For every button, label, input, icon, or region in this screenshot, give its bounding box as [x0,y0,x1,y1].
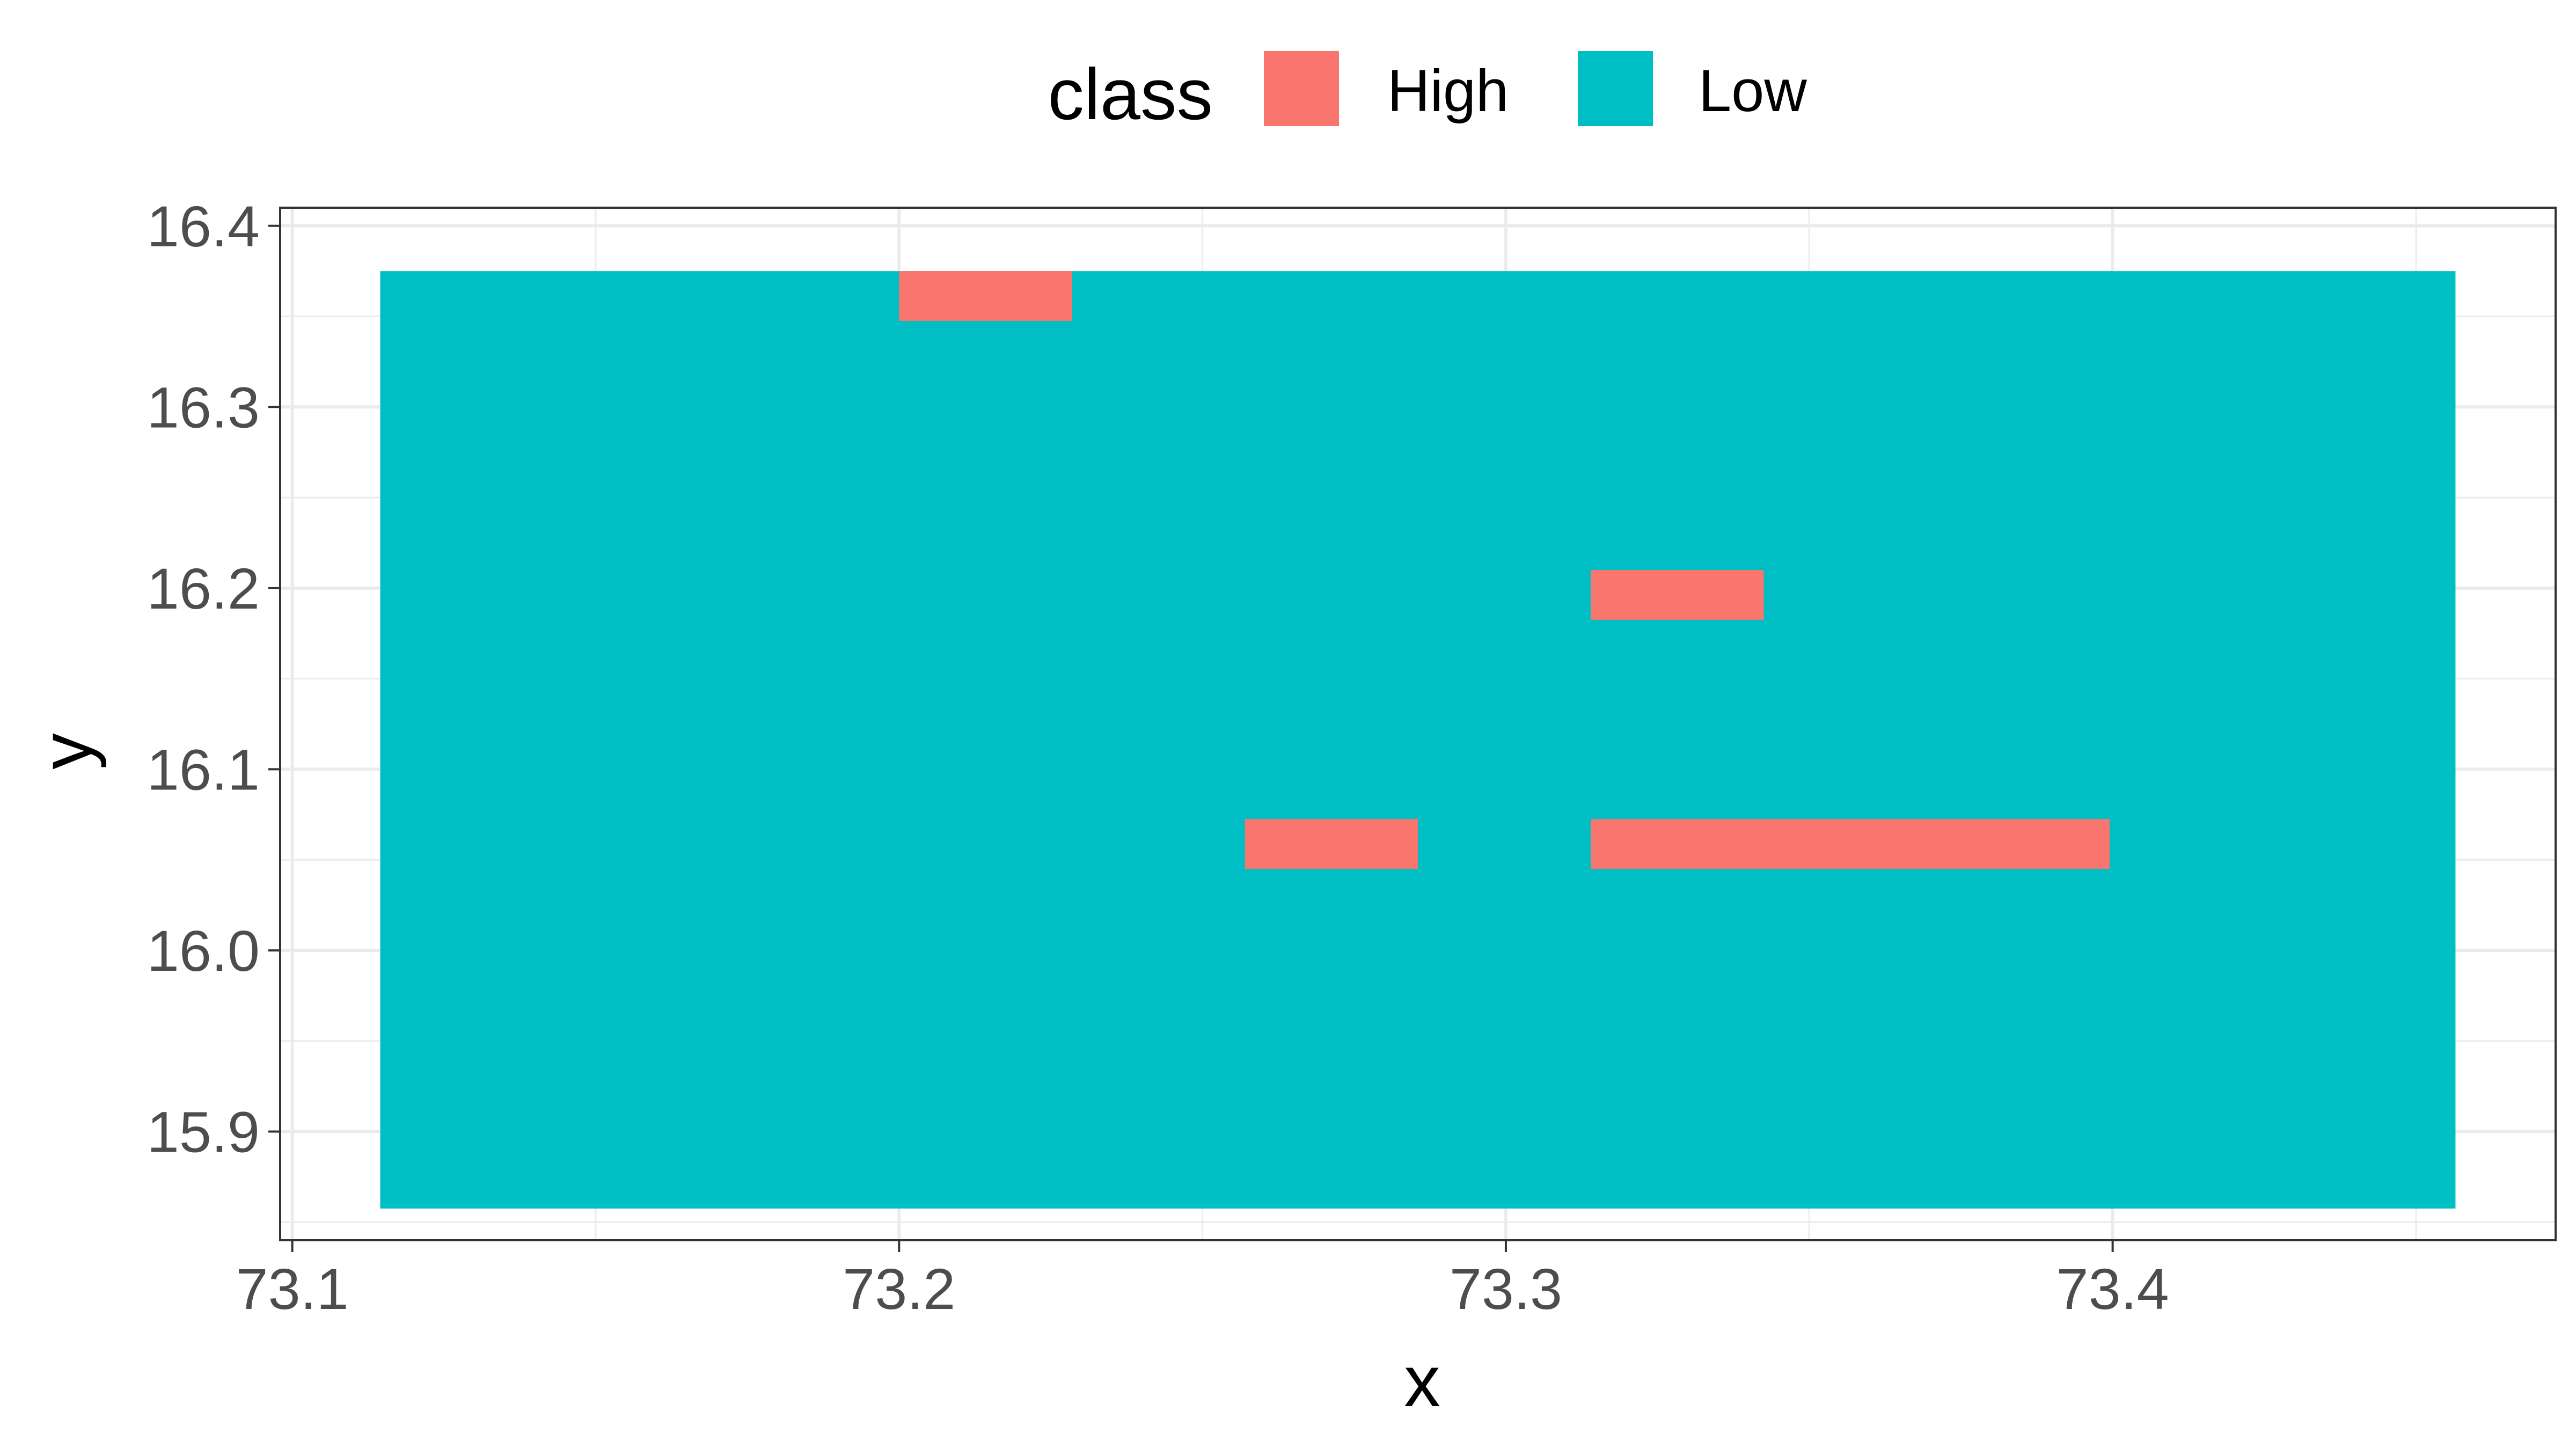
legend-label-low: Low [1699,58,1807,124]
y-axis-title: y [26,733,107,770]
x-tick-label: 73.3 [1450,1256,1562,1321]
y-tick-label: 16.0 [147,918,260,983]
high-class-cell [1245,819,1418,869]
y-tick-label: 16.1 [147,737,260,802]
y-tick-label: 16.3 [147,375,260,440]
y-tick-label: 16.4 [147,194,260,259]
y-axis: 15.9 16.0 16.1 16.2 16.3 16.4 [147,194,280,1164]
plot-panel [279,207,2557,1241]
x-tick-label: 73.1 [236,1256,349,1321]
legend-key-high [1264,51,1339,126]
high-class-cell [1591,819,2110,869]
high-class-cell [1591,570,1764,620]
panel-border [279,207,2557,1241]
x-axis-title: x [1404,1341,1440,1422]
legend-key-low [1578,51,1653,126]
heatmap-cells [380,271,2456,1209]
low-class-region [380,271,2456,1209]
high-class-cell [899,271,1072,321]
y-tick-label: 16.2 [147,556,260,621]
x-tick-label: 73.4 [2057,1256,2169,1321]
y-tick-label: 15.9 [147,1099,260,1164]
x-axis: 73.1 73.2 73.3 73.4 [236,1240,2169,1321]
legend-title: class [1048,54,1213,135]
legend: class High Low [1048,51,1807,135]
x-tick-label: 73.2 [843,1256,955,1321]
legend-label-high: High [1387,58,1509,124]
